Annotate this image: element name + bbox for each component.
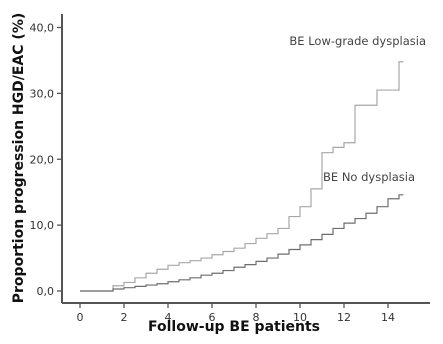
x-tick-label: 12: [337, 311, 351, 324]
y-tick-label: 10,0: [30, 219, 55, 232]
x-tick-label: 14: [381, 311, 395, 324]
y-axis-ticks: 0,0 10,0 20,0 30,0 40,0: [30, 22, 62, 298]
x-axis-ticks: 0 2 4 6 8 10 12 14: [77, 303, 395, 324]
y-tick-label: 30,0: [30, 87, 55, 100]
series-lines: [80, 61, 404, 292]
x-tick-label: 10: [293, 311, 307, 324]
y-axis-title: Proportion progression HGD/EAC (%): [11, 13, 27, 303]
axes: [61, 14, 430, 304]
series-line-no-dysplasia: [80, 194, 404, 292]
y-tick-label: 20,0: [30, 153, 55, 166]
series-labels: BE Low-grade dysplasia BE No dysplasia: [289, 34, 426, 184]
series-line-low-grade-dysplasia: [80, 61, 404, 292]
x-axis-title: Follow-up BE patients: [148, 319, 320, 335]
x-tick-label: 8: [253, 311, 260, 324]
y-tick-label: 0,0: [37, 285, 55, 298]
x-tick-label: 0: [77, 311, 84, 324]
y-tick-label: 40,0: [30, 22, 55, 35]
series-label-low-grade-dysplasia: BE Low-grade dysplasia: [289, 34, 426, 48]
x-tick-label: 2: [121, 311, 128, 324]
x-tick-label: 6: [209, 311, 216, 324]
series-label-no-dysplasia: BE No dysplasia: [323, 170, 415, 184]
x-tick-label: 4: [165, 311, 172, 324]
